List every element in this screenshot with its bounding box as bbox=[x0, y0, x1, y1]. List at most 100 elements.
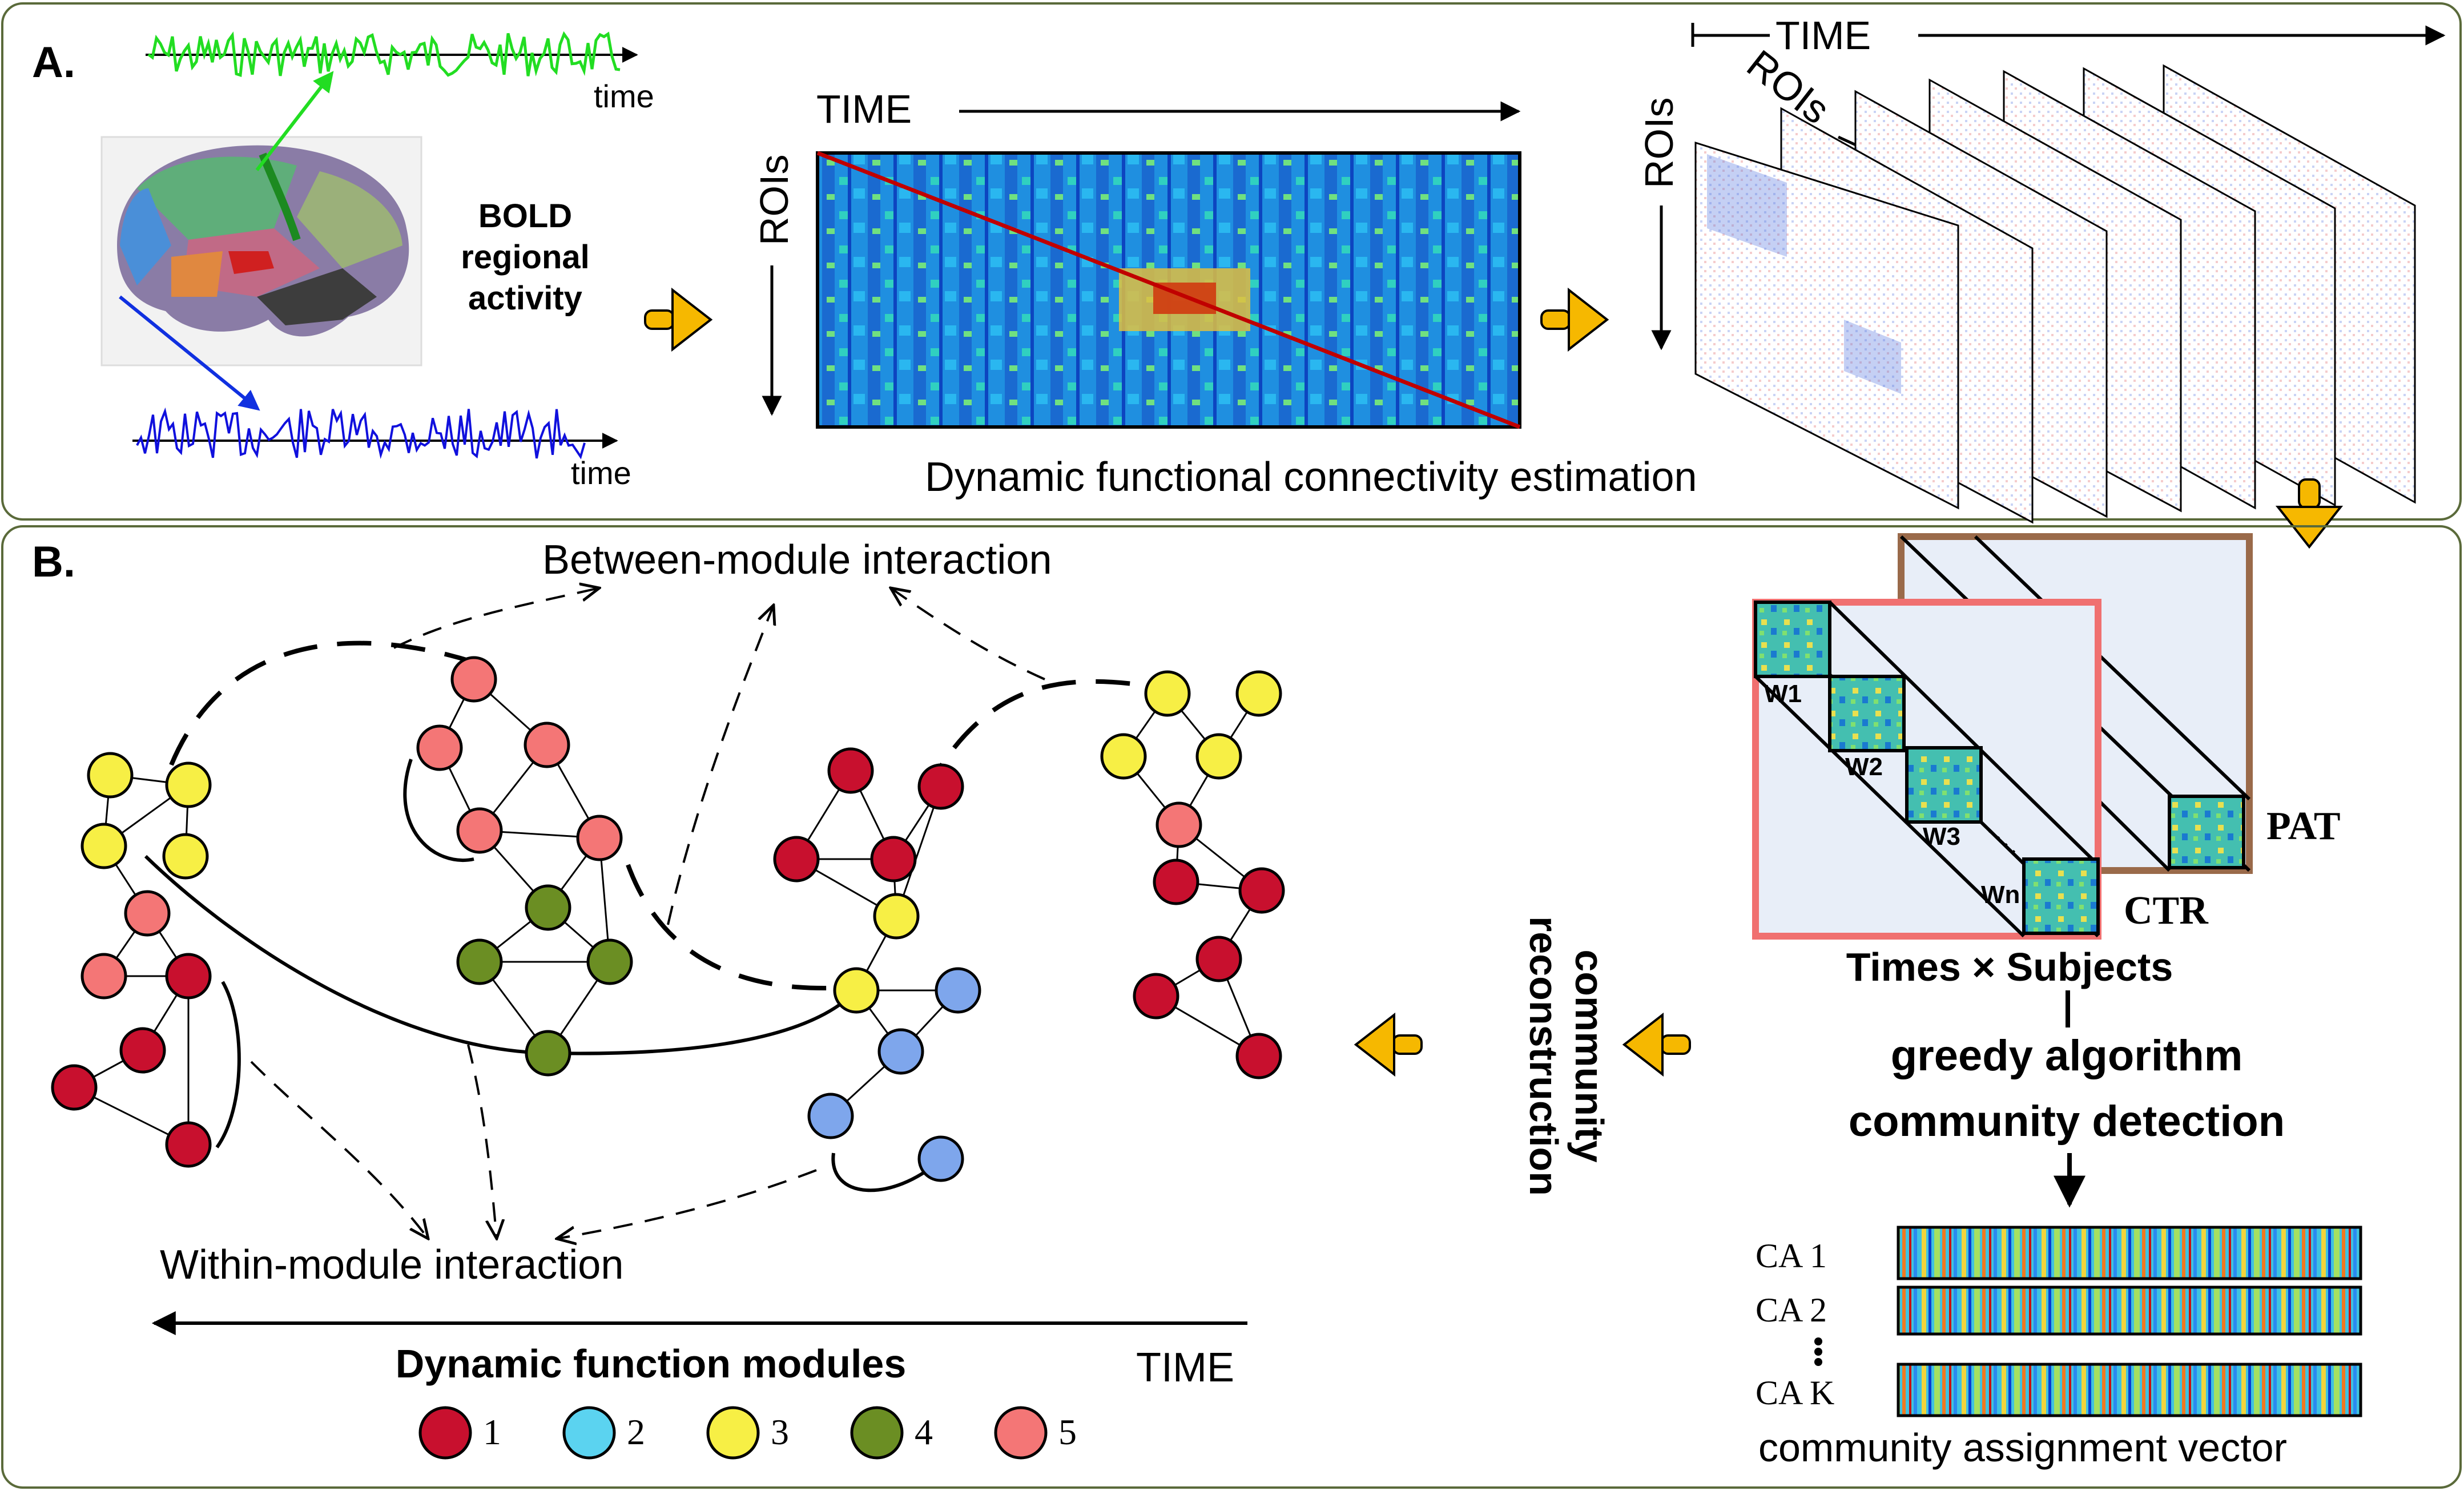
ctr-label: CTR bbox=[2124, 889, 2209, 933]
network-node bbox=[80, 823, 127, 869]
within-module-label: Within-module interaction bbox=[160, 1242, 623, 1288]
legend-swatch-1 bbox=[418, 1406, 472, 1460]
network-node bbox=[807, 1093, 854, 1139]
network-node bbox=[165, 953, 212, 1000]
matrix-time-label: TIME bbox=[816, 87, 912, 131]
network-node bbox=[873, 893, 920, 940]
network-node bbox=[124, 890, 171, 937]
ca-vector-1 bbox=[1897, 1226, 2362, 1280]
window-label-1: W1 bbox=[1764, 680, 1802, 708]
network-edges bbox=[74, 678, 1263, 1146]
network-node bbox=[87, 752, 134, 799]
pat-label: PAT bbox=[2266, 804, 2341, 848]
module-long-links bbox=[144, 759, 943, 1192]
green-pointer-arrow bbox=[255, 71, 334, 171]
stack-rois-vertical-label: ROIs bbox=[1637, 98, 1681, 188]
network-node bbox=[1235, 1033, 1282, 1079]
flow-arrow-b2 bbox=[1354, 1012, 1423, 1077]
network-node bbox=[586, 938, 633, 985]
window-label-2: W2 bbox=[1845, 753, 1883, 781]
network-node bbox=[827, 747, 874, 794]
legend-label-2: 2 bbox=[627, 1412, 645, 1452]
flow-arrow-a1 bbox=[644, 287, 713, 352]
flow-arrow-b1 bbox=[1622, 1012, 1691, 1077]
legend-label-3: 3 bbox=[771, 1412, 789, 1452]
panel-a-label: A. bbox=[32, 38, 75, 87]
bold-label-line1: BOLD bbox=[478, 198, 572, 235]
legend-swatch-3 bbox=[706, 1406, 760, 1460]
between-module-arrows bbox=[393, 588, 1045, 925]
times-subjects-label: Times × Subjects bbox=[1846, 945, 2173, 989]
dynamic-connectivity-matrix bbox=[816, 151, 1521, 429]
network-node bbox=[525, 884, 571, 931]
time-label-top: time bbox=[594, 78, 654, 114]
network-node bbox=[525, 1030, 571, 1077]
within-module-arrows bbox=[250, 1044, 817, 1239]
ca-ellipsis bbox=[1814, 1337, 1822, 1366]
network-node bbox=[119, 1027, 166, 1074]
network-node bbox=[1133, 973, 1179, 1019]
matrix-rois-label: ROIs bbox=[752, 155, 796, 245]
blue-pointer-arrow bbox=[119, 295, 260, 411]
network-node bbox=[576, 815, 623, 861]
ca-label-2: CA 2 bbox=[1756, 1291, 1827, 1329]
network-node bbox=[877, 1028, 924, 1075]
connectivity-matrix-stack bbox=[1694, 64, 2416, 524]
bold-label-line3: activity bbox=[468, 280, 582, 317]
ca-caption: community assignment vector bbox=[1758, 1425, 2287, 1470]
network-node bbox=[1153, 859, 1199, 905]
network-node bbox=[917, 1135, 964, 1182]
network-node bbox=[524, 722, 570, 768]
legend-label-5: 5 bbox=[1058, 1412, 1077, 1452]
legend-swatch-4 bbox=[850, 1406, 904, 1460]
legend-swatch-2 bbox=[562, 1406, 616, 1460]
green-bold-signal bbox=[146, 31, 638, 78]
network-node bbox=[870, 836, 917, 882]
network-node bbox=[1144, 670, 1191, 717]
network-node bbox=[450, 656, 497, 703]
community-label-line2: reconstruction bbox=[1521, 916, 1566, 1196]
network-node bbox=[1235, 670, 1282, 717]
ca-vector-2 bbox=[1897, 1286, 2362, 1336]
module-legend: 1 2 3 4 5 bbox=[418, 1406, 1077, 1460]
ca-label-1: CA 1 bbox=[1756, 1237, 1827, 1275]
blue-bold-signal bbox=[132, 407, 618, 460]
ca-vector-k bbox=[1897, 1363, 2362, 1417]
network-node bbox=[1238, 867, 1285, 914]
network-node bbox=[162, 833, 209, 880]
brain-parcellation-image bbox=[100, 136, 422, 366]
network-node bbox=[1155, 801, 1202, 848]
network-node bbox=[1195, 936, 1242, 982]
panel-b-time-label: TIME bbox=[1136, 1345, 1234, 1391]
network-nodes bbox=[51, 656, 1285, 1182]
time-label-bottom: time bbox=[571, 455, 631, 491]
network-node bbox=[456, 807, 503, 854]
network-node bbox=[456, 938, 503, 985]
network-node bbox=[773, 836, 820, 882]
community-label-line1: community bbox=[1567, 949, 1612, 1162]
window-label-n: Wn bbox=[1981, 881, 2020, 909]
greedy-line1: greedy algorithm bbox=[1891, 1031, 2243, 1080]
greedy-line2: community detection bbox=[1849, 1097, 2285, 1146]
network-node bbox=[1195, 733, 1242, 780]
between-module-links bbox=[169, 640, 1142, 990]
panel-b-frame bbox=[1, 525, 2462, 1489]
legend-label-1: 1 bbox=[483, 1412, 501, 1452]
network-node bbox=[833, 967, 880, 1014]
network-node bbox=[80, 953, 127, 1000]
panel-a-caption: Dynamic functional connectivity estimati… bbox=[925, 454, 1697, 500]
modules-title: Dynamic function modules bbox=[396, 1341, 907, 1386]
panel-a-frame bbox=[1, 2, 2462, 521]
network-node bbox=[917, 763, 964, 810]
network-node bbox=[1100, 733, 1147, 780]
bold-label-line2: regional bbox=[461, 239, 590, 276]
legend-swatch-5 bbox=[994, 1406, 1048, 1460]
between-module-label: Between-module interaction bbox=[542, 537, 1052, 583]
ca-label-k: CA K bbox=[1756, 1374, 1834, 1412]
panel-b-label: B. bbox=[32, 538, 75, 586]
window-label-3: W3 bbox=[1923, 823, 1960, 851]
network-node bbox=[165, 1121, 212, 1168]
network-node bbox=[935, 967, 981, 1014]
legend-label-4: 4 bbox=[915, 1412, 933, 1452]
